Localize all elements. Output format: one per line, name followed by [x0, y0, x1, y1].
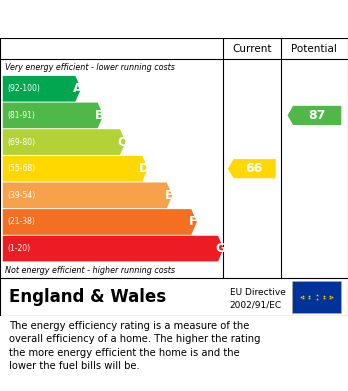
Polygon shape: [3, 102, 103, 128]
Text: Not energy efficient - higher running costs: Not energy efficient - higher running co…: [5, 266, 175, 275]
Text: (81-91): (81-91): [7, 111, 35, 120]
Polygon shape: [3, 236, 223, 262]
Polygon shape: [287, 106, 341, 125]
Text: England & Wales: England & Wales: [9, 288, 166, 306]
Polygon shape: [3, 129, 126, 155]
Polygon shape: [3, 156, 148, 181]
Text: B: B: [95, 109, 105, 122]
Polygon shape: [3, 183, 172, 208]
FancyBboxPatch shape: [292, 281, 341, 313]
Polygon shape: [228, 159, 276, 178]
Text: (39-54): (39-54): [7, 191, 35, 200]
Text: D: D: [139, 162, 150, 175]
Text: EU Directive: EU Directive: [230, 288, 286, 297]
Text: G: G: [215, 242, 226, 255]
Polygon shape: [3, 209, 197, 235]
Text: E: E: [165, 189, 173, 202]
Text: 66: 66: [246, 162, 263, 175]
Text: C: C: [118, 136, 127, 149]
Text: (69-80): (69-80): [7, 138, 35, 147]
Text: Energy Efficiency Rating: Energy Efficiency Rating: [9, 11, 230, 27]
Text: (92-100): (92-100): [7, 84, 40, 93]
Text: Very energy efficient - lower running costs: Very energy efficient - lower running co…: [5, 63, 175, 72]
Text: 87: 87: [308, 109, 326, 122]
Text: A: A: [73, 82, 82, 95]
Text: Potential: Potential: [292, 43, 337, 54]
Text: (1-20): (1-20): [7, 244, 30, 253]
Text: (21-38): (21-38): [7, 217, 35, 226]
Text: Current: Current: [232, 43, 271, 54]
Text: 2002/91/EC: 2002/91/EC: [230, 300, 282, 309]
Text: The energy efficiency rating is a measure of the
overall efficiency of a home. T: The energy efficiency rating is a measur…: [9, 321, 260, 371]
Polygon shape: [3, 76, 81, 102]
Text: (55-68): (55-68): [7, 164, 35, 173]
Text: F: F: [189, 215, 198, 228]
